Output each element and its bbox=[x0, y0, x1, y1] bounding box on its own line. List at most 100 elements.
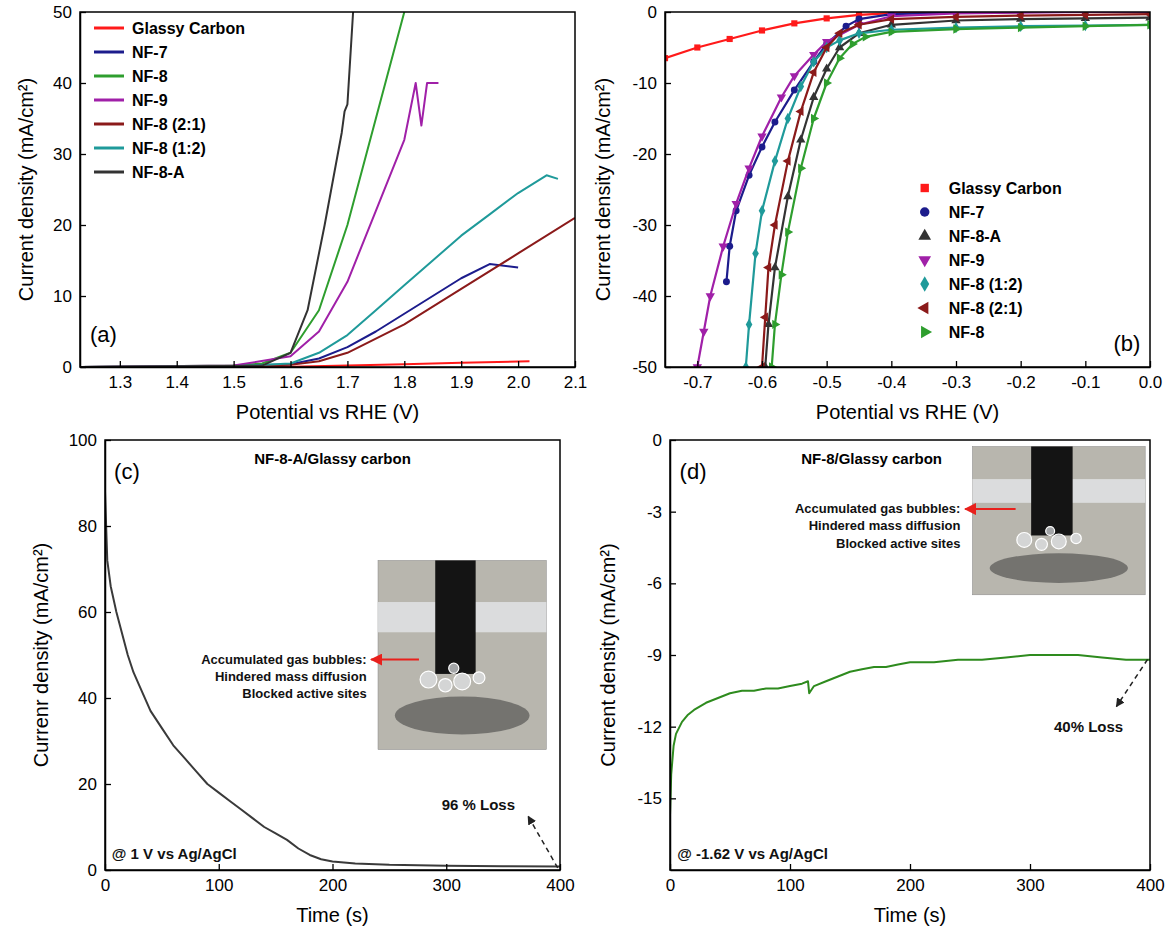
tick: 80 bbox=[78, 517, 111, 536]
panel: 0100200300400020406080100Time (s)Currenr… bbox=[30, 431, 574, 926]
legend-label: Glassy Carbon bbox=[132, 20, 245, 37]
photo-bubble bbox=[1071, 533, 1081, 543]
tick-label: 100 bbox=[776, 876, 804, 895]
series-marker bbox=[699, 329, 708, 337]
plot-area bbox=[105, 492, 560, 867]
legend-symbol bbox=[921, 326, 932, 339]
tick-label: -0.2 bbox=[1007, 373, 1036, 392]
plot-background bbox=[670, 440, 1150, 870]
plot-frame bbox=[665, 12, 1150, 367]
panel-title: NF-8/Glassy carbon bbox=[801, 450, 942, 467]
series-marker bbox=[1018, 23, 1026, 32]
legend-label: NF-7 bbox=[949, 204, 985, 221]
tick-label: 0.0 bbox=[1139, 373, 1163, 392]
series-marker bbox=[1083, 22, 1091, 31]
series-line bbox=[765, 18, 1150, 367]
panel: -0.7-0.6-0.5-0.4-0.3-0.2-0.10.0-50-40-30… bbox=[592, 3, 1162, 423]
x-axis: 0100200300400 bbox=[666, 864, 1165, 895]
tick: 60 bbox=[78, 603, 111, 622]
tick: 100 bbox=[776, 864, 804, 895]
series-marker bbox=[797, 81, 804, 92]
legend-label: NF-8 (2:1) bbox=[132, 116, 206, 133]
tick-mark bbox=[105, 784, 111, 785]
photo-bubble bbox=[439, 679, 452, 692]
x-axis-title: Time (s) bbox=[874, 904, 947, 926]
photo-bubble bbox=[1046, 527, 1055, 536]
tick-label: 1.7 bbox=[336, 373, 360, 392]
series-marker bbox=[743, 361, 750, 367]
series-line bbox=[80, 12, 404, 367]
tick: -9 bbox=[647, 646, 676, 665]
tick: 2.0 bbox=[507, 361, 531, 392]
tick-mark bbox=[665, 154, 671, 155]
tick: 20 bbox=[53, 216, 86, 235]
photo-smudge bbox=[990, 553, 1128, 583]
plot-background bbox=[665, 12, 1150, 367]
tick-label: 80 bbox=[78, 517, 97, 536]
tick-mark bbox=[177, 361, 178, 367]
series-marker bbox=[808, 68, 816, 77]
legend-label: NF-8-A bbox=[132, 164, 185, 181]
legend-item: NF-8 bbox=[921, 324, 984, 341]
photo-bubble bbox=[1036, 538, 1048, 550]
series-marker bbox=[706, 293, 715, 301]
annotation: Hindered mass diffusion bbox=[809, 518, 961, 533]
tick-mark bbox=[404, 361, 405, 367]
photo-bubble bbox=[454, 673, 471, 690]
series-line bbox=[80, 175, 558, 367]
legend-item: NF-8 (1:2) bbox=[920, 276, 1022, 293]
tick-label: -20 bbox=[632, 145, 657, 164]
tick-mark bbox=[697, 361, 698, 367]
tick: 20 bbox=[78, 775, 111, 794]
legend-label: NF-9 bbox=[949, 252, 985, 269]
tick-label: 20 bbox=[53, 216, 72, 235]
tick-label: 400 bbox=[546, 876, 574, 895]
legend-item: NF-8-A bbox=[918, 228, 1001, 245]
tick-label: 400 bbox=[1136, 876, 1164, 895]
legend-label: NF-8 (2:1) bbox=[949, 300, 1023, 317]
plot-area bbox=[670, 655, 1150, 815]
tick-mark bbox=[1030, 864, 1031, 870]
legend-item: NF-8 (2:1) bbox=[917, 300, 1022, 317]
tick: 1.7 bbox=[336, 361, 360, 392]
series-marker bbox=[694, 44, 700, 50]
tick: -0.4 bbox=[877, 361, 906, 392]
photo-bubble bbox=[1017, 532, 1032, 547]
y-axis-title: Currenr density (mA/cm²) bbox=[30, 543, 52, 767]
tick-label: 300 bbox=[433, 876, 461, 895]
figure-container: 1.31.41.51.61.71.81.92.02.101020304050Po… bbox=[0, 0, 1173, 949]
annotation-arrow bbox=[965, 508, 1015, 510]
legend-label: NF-8 bbox=[132, 68, 168, 85]
tick-label: -10 bbox=[632, 74, 657, 93]
series-marker bbox=[1080, 12, 1088, 20]
x-axis: 1.31.41.51.61.71.81.92.02.1 bbox=[81, 361, 588, 392]
series-line bbox=[80, 264, 518, 367]
plot-frame bbox=[105, 440, 560, 870]
legend-line bbox=[94, 171, 124, 174]
figure-canvas: 1.31.41.51.61.71.81.92.02.101020304050Po… bbox=[0, 0, 1173, 949]
plot-background bbox=[105, 440, 560, 870]
annotation: @ 1 V vs Ag/AgCl bbox=[112, 845, 237, 862]
tick-label: -0.6 bbox=[748, 373, 777, 392]
tick-mark bbox=[1085, 361, 1086, 367]
series-marker bbox=[837, 53, 845, 62]
series-marker bbox=[796, 134, 805, 142]
legend-symbol bbox=[921, 184, 929, 192]
tick-label: 100 bbox=[205, 876, 233, 895]
series-marker bbox=[760, 313, 768, 322]
tick: 200 bbox=[896, 864, 924, 895]
series-marker bbox=[731, 201, 740, 209]
legend-item: NF-7 bbox=[94, 44, 168, 61]
series-marker bbox=[791, 20, 797, 26]
legend-label: NF-9 bbox=[132, 92, 168, 109]
series-marker bbox=[757, 134, 766, 142]
tick-mark bbox=[105, 612, 111, 613]
plot-frame bbox=[80, 12, 575, 367]
series-marker bbox=[770, 262, 779, 270]
series-marker bbox=[777, 94, 786, 102]
plot-area bbox=[80, 12, 575, 367]
series-marker bbox=[824, 78, 832, 87]
series-line bbox=[762, 14, 1150, 367]
tick-label: -12 bbox=[637, 718, 662, 737]
series-line bbox=[80, 12, 353, 367]
